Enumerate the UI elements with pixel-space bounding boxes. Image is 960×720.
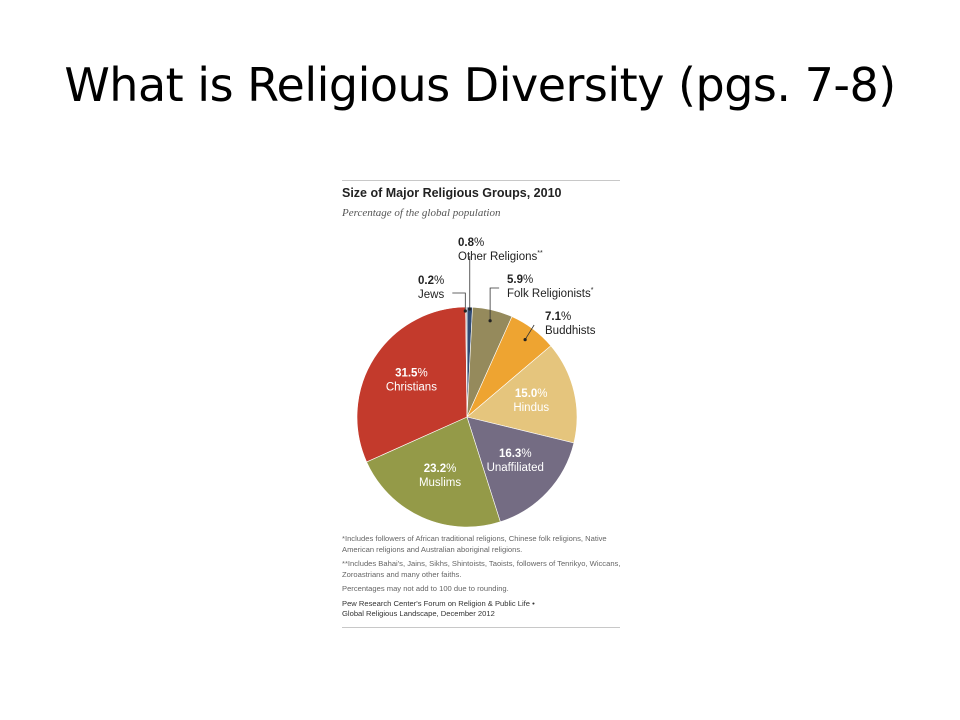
note-folk: *Includes followers of African tradition… — [342, 534, 607, 554]
name-label-jews: Jews — [418, 289, 444, 301]
value-label-unaffiliated: 16.3% — [499, 448, 532, 460]
value-label-hindus: 15.0% — [515, 388, 548, 400]
leader-line-folk-religionists — [489, 287, 500, 321]
value-label-muslims: 23.2% — [424, 463, 457, 475]
chart-notes: *Includes followers of African tradition… — [342, 534, 624, 624]
name-label-christians: Christians — [386, 381, 437, 393]
value-label-buddhists: 7.1% — [545, 311, 571, 323]
name-label-buddhists: Buddhists — [545, 325, 596, 337]
chart-subtitle: Percentage of the global population — [342, 207, 501, 219]
pie-chart: 0.8%Other Religions** 5.9%Folk Religionis… — [356, 237, 596, 528]
slide-title: What is Religious Diversity (pgs. 7-8) — [64, 58, 896, 112]
name-label-folk-religionists: Folk Religionists* — [507, 287, 594, 300]
slice-hindus — [466, 345, 578, 444]
name-label-hindus: Hindus — [513, 402, 549, 414]
name-label-muslims: Muslims — [419, 477, 461, 489]
leader-dot-other-religions — [468, 307, 472, 311]
value-label-folk-religionists: 5.9% — [507, 274, 533, 286]
value-label-jews: 0.2% — [418, 275, 444, 287]
note-rounding: Percentages may not add to 100 due to ro… — [342, 584, 509, 593]
leader-dot-folk-religionists — [488, 319, 492, 323]
chart-title: Size of Major Religious Groups, 2010 — [342, 186, 562, 200]
slice-unaffiliated — [466, 416, 575, 523]
bottom-rule — [342, 627, 620, 628]
value-label-other-religions: 0.8% — [458, 237, 484, 249]
source-line-1: Pew Research Center's Forum on Religion … — [342, 598, 535, 608]
slice-muslims — [366, 416, 501, 528]
slice-christians — [356, 306, 468, 463]
leader-line-jews — [452, 292, 466, 312]
leader-dot-buddhists — [523, 337, 527, 342]
leader-line-buddhists — [524, 324, 535, 340]
source-line-2: Global Religious Landscape, December 201… — [342, 609, 495, 618]
leader-dot-jews — [463, 309, 467, 313]
value-label-christians: 31.5% — [395, 367, 428, 379]
name-label-unaffiliated: Unaffiliated — [487, 462, 544, 474]
top-rule — [342, 180, 620, 181]
name-label-other-religions: Other Religions** — [458, 250, 543, 263]
note-other: **Includes Bahai's, Jains, Sikhs, Shinto… — [342, 559, 621, 579]
chart-figure: Size of Major Religious Groups, 2010 Per… — [342, 180, 622, 632]
